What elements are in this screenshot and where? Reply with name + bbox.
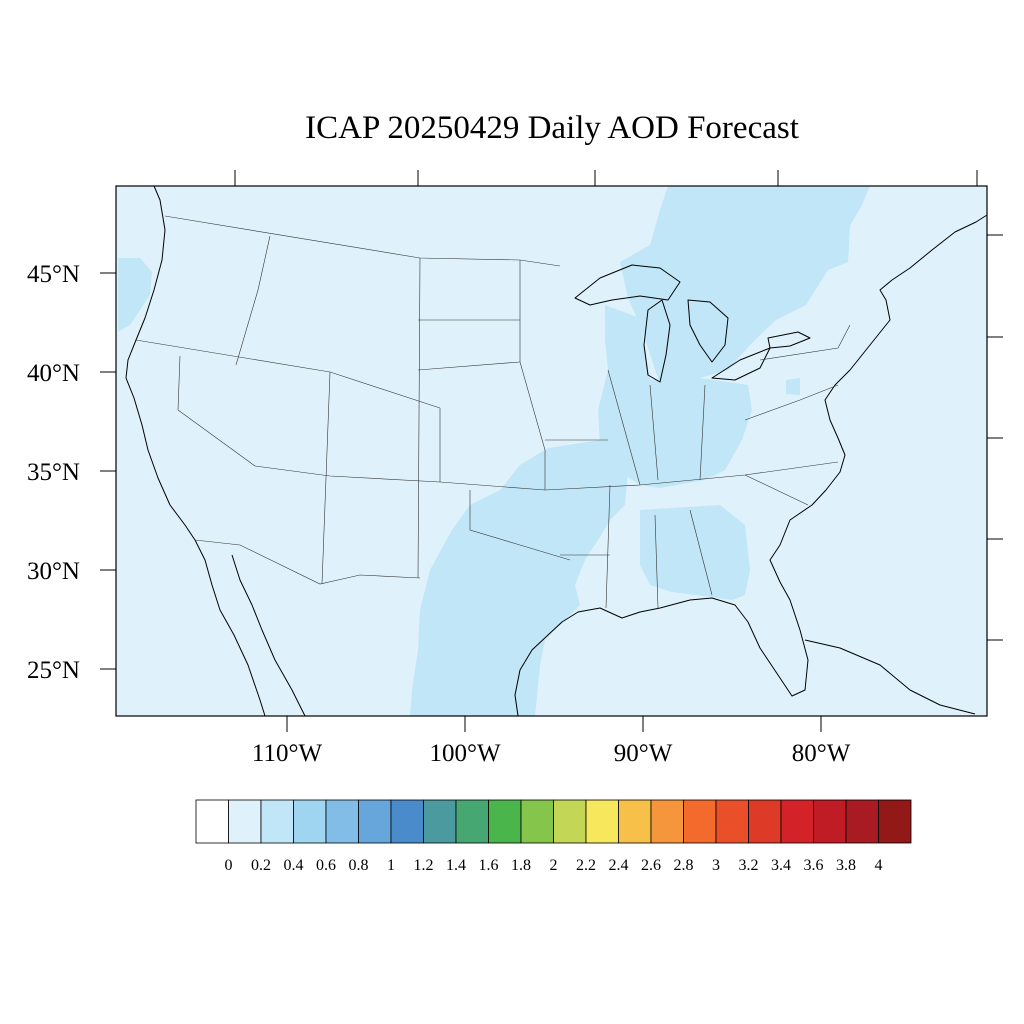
colorbar-label: 3 [712, 857, 720, 874]
lake-erie [711, 347, 771, 381]
colorbar-swatch [325, 799, 359, 844]
latitude-labels: 45°N 40°N 35°N 30°N 25°N [27, 261, 80, 684]
colorbar-swatch [488, 799, 522, 844]
colorbar-label: 3.2 [739, 857, 759, 874]
colorbar-label: 2.6 [641, 857, 661, 874]
colorbar-swatch [878, 799, 912, 844]
colorbar-label: 0.2 [251, 857, 271, 874]
lon-label: 80°W [792, 740, 851, 767]
colorbar-label: 2 [550, 857, 558, 874]
lat-label: 35°N [27, 459, 80, 486]
colorbar-swatch [683, 799, 717, 844]
southeast-plume [640, 505, 750, 600]
lon-label: 100°W [429, 740, 500, 767]
colorbar-label: 2.8 [674, 857, 694, 874]
coastlines [125, 185, 988, 717]
northeast-plume [620, 186, 870, 385]
colorbar-swatch [455, 799, 489, 844]
lake-huron [687, 299, 729, 363]
colorbar-swatch [390, 799, 424, 844]
colorbar-swatch [358, 799, 392, 844]
colorbar-label: 0 [225, 857, 233, 874]
colorbar-label: 0.4 [284, 857, 304, 874]
elevated-aod-regions [118, 186, 870, 716]
colorbar-swatch [553, 799, 587, 844]
colorbar-label: 0.8 [349, 857, 369, 874]
colorbar-label: 0.6 [316, 857, 336, 874]
left-ticks [100, 272, 116, 670]
southern-plains-plume [410, 440, 628, 716]
pacific-northwest-spot [118, 258, 152, 332]
lake-ontario [767, 331, 811, 349]
baja-coast [194, 539, 266, 717]
colorbar-swatch [813, 799, 847, 844]
colorbar-swatch [260, 799, 294, 844]
colorbar-swatch [228, 799, 262, 844]
colorbar-label: 1.2 [414, 857, 434, 874]
colorbar: 0 0.2 0.4 0.6 0.8 1 1.2 1.4 1.6 1.8 2 2.2 2.4 2.6 2.8 3… [195, 799, 912, 874]
lon-label: 110°W [252, 740, 323, 767]
colorbar-swatch [748, 799, 782, 844]
colorbar-swatch [780, 799, 814, 844]
colorbar-swatch [618, 799, 652, 844]
colorbar-swatch [845, 799, 879, 844]
lake-michigan [643, 299, 671, 383]
colorbar-label: 2.4 [609, 857, 629, 874]
cuba [804, 639, 976, 715]
right-ticks [987, 234, 1003, 641]
mexico-gulf-coast [514, 214, 988, 717]
bottom-ticks [286, 716, 822, 732]
lat-label: 45°N [27, 261, 80, 288]
lat-label: 40°N [27, 360, 80, 387]
map-frame [115, 185, 988, 717]
colorbar-swatch [585, 799, 619, 844]
colorbar-swatch [195, 799, 229, 844]
colorbar-label: 1.4 [446, 857, 466, 874]
map-title: ICAP 20250429 Daily AOD Forecast [305, 110, 799, 146]
midwest-plume [598, 305, 752, 488]
lon-label: 90°W [614, 740, 673, 767]
colorbar-label: 2.2 [576, 857, 596, 874]
top-ticks [234, 170, 978, 186]
state-boundaries [135, 215, 851, 609]
colorbar-label: 1 [387, 857, 395, 874]
colorbar-label: 3.6 [804, 857, 824, 874]
colorbar-swatch [293, 799, 327, 844]
colorbar-label: 3.4 [771, 857, 791, 874]
colorbar-swatch [520, 799, 554, 844]
colorbar-label: 1.8 [511, 857, 531, 874]
colorbar-label: 3.8 [836, 857, 856, 874]
gulf-california [231, 554, 306, 717]
colorbar-label: 1.6 [479, 857, 499, 874]
longitude-labels: 110°W 100°W 90°W 80°W [252, 740, 851, 767]
colorbar-swatch [423, 799, 457, 844]
colorbar-label: 4 [875, 857, 883, 874]
pennsylvania-spot [786, 378, 800, 395]
colorbar-swatch [650, 799, 684, 844]
west-coast [125, 185, 196, 541]
lake-superior [574, 264, 681, 306]
lat-label: 25°N [27, 657, 80, 684]
lat-label: 30°N [27, 558, 80, 585]
colorbar-swatch [715, 799, 749, 844]
